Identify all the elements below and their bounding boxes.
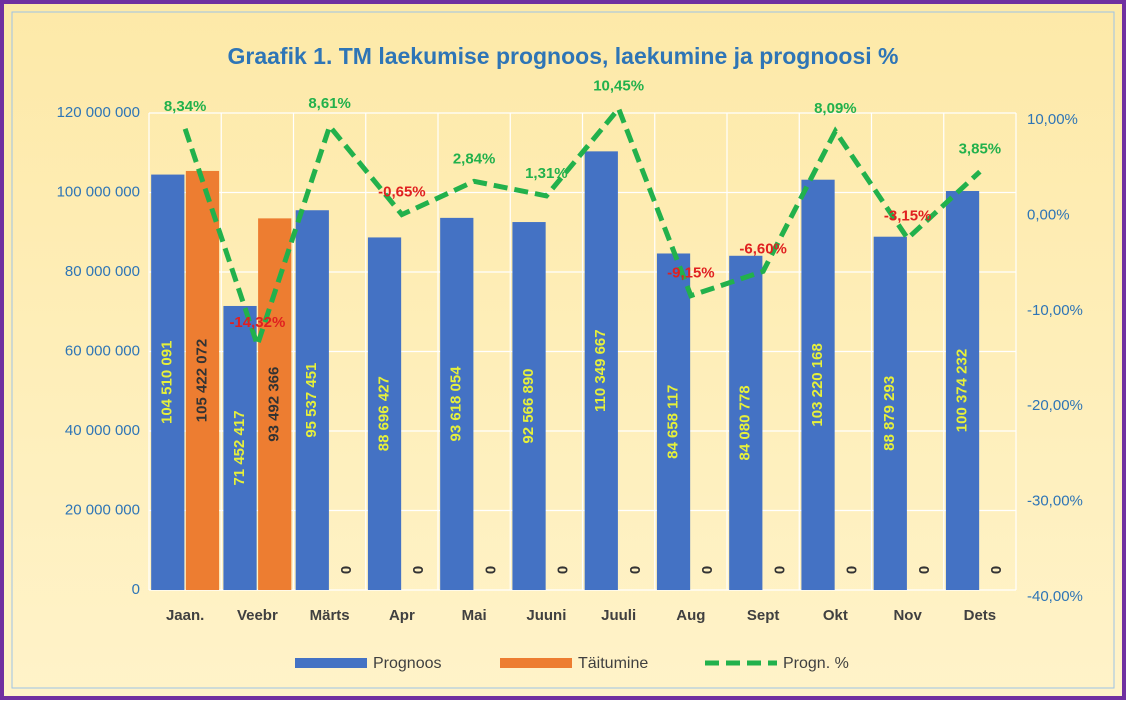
- bar: [729, 255, 763, 590]
- legend-swatch: [500, 658, 572, 668]
- bar: [584, 151, 618, 590]
- line-value-label: 8,61%: [308, 95, 351, 112]
- y-tick-label: 20 000 000: [65, 501, 140, 518]
- legend-label: Täitumine: [578, 655, 648, 672]
- bar-value-label: 105 422 072: [193, 339, 210, 422]
- line-value-label: 1,31%: [525, 165, 568, 182]
- y2-tick-label: -10,00%: [1027, 302, 1083, 319]
- y2-tick-label: -40,00%: [1027, 588, 1083, 605]
- x-tick-label: Jaan.: [166, 607, 204, 624]
- line-value-label: -6,60%: [739, 240, 787, 257]
- y-tick-label: 80 000 000: [65, 263, 140, 280]
- y-tick-label: 100 000 000: [57, 183, 140, 200]
- x-tick-label: Okt: [823, 607, 848, 624]
- bar: [801, 179, 835, 590]
- bar-value-label: 93 618 054: [448, 366, 465, 442]
- line-value-label: 2,84%: [453, 150, 496, 167]
- bar-value-label: 0: [771, 566, 788, 574]
- bar-value-label: 88 879 293: [881, 376, 898, 451]
- y-tick-label: 60 000 000: [65, 342, 140, 359]
- x-tick-label: Aug: [676, 607, 705, 624]
- bar-value-label: 95 537 451: [303, 363, 320, 438]
- legend-swatch: [295, 658, 367, 668]
- x-tick-label: Dets: [964, 607, 997, 624]
- bar: [873, 236, 907, 590]
- y-tick-label: 0: [132, 581, 140, 598]
- line-value-label: -0,65%: [378, 184, 426, 201]
- bar: [367, 237, 402, 590]
- legend-label: Prognoos: [373, 655, 442, 672]
- y2-tick-label: -20,00%: [1027, 397, 1083, 414]
- bar-value-label: 103 220 168: [809, 343, 826, 426]
- x-tick-label: Märts: [310, 607, 350, 624]
- bar-value-label: 0: [988, 566, 1005, 574]
- bar: [656, 253, 691, 590]
- bar: [258, 218, 292, 590]
- bar-value-label: 84 080 778: [737, 385, 754, 460]
- bar-value-label: 0: [916, 566, 933, 574]
- bar-value-label: 88 696 427: [376, 376, 393, 451]
- bar-value-label: 100 374 232: [954, 349, 971, 432]
- line-value-label: 3,85%: [959, 141, 1002, 158]
- x-tick-label: Juuli: [601, 607, 636, 624]
- line-value-label: 10,45%: [593, 78, 644, 95]
- line: [182, 103, 982, 353]
- bar: [295, 210, 329, 590]
- bar-value-label: 0: [482, 566, 499, 574]
- line-value-label: -3,15%: [884, 207, 932, 224]
- bar: [185, 170, 220, 590]
- line-value-label: 8,09%: [814, 100, 857, 117]
- bar-value-label: 0: [410, 566, 427, 574]
- x-tick-label: Apr: [389, 607, 415, 624]
- bar: [223, 305, 257, 590]
- line-value-label: -9,15%: [667, 265, 715, 282]
- bar: [440, 217, 474, 591]
- line-value-label: -14,32%: [229, 314, 285, 331]
- x-tick-label: Juuni: [526, 607, 566, 624]
- x-tick-label: Sept: [747, 607, 780, 624]
- x-tick-label: Mai: [462, 607, 487, 624]
- y-tick-label: 40 000 000: [65, 422, 140, 439]
- bar-value-label: 92 566 890: [520, 368, 537, 443]
- y2-tick-label: 10,00%: [1027, 111, 1078, 128]
- bar: [151, 174, 185, 590]
- x-tick-label: Veebr: [237, 607, 278, 624]
- y2-tick-label: 0,00%: [1027, 206, 1070, 223]
- frame: [11, 11, 1115, 689]
- bar: [512, 222, 546, 590]
- line-value-label: 8,34%: [164, 98, 207, 115]
- bar-value-label: 104 510 091: [159, 341, 176, 424]
- bar-value-label: 0: [627, 566, 644, 574]
- y-tick-label: 120 000 000: [57, 104, 140, 121]
- bar-value-label: 93 492 366: [266, 367, 283, 442]
- x-tick-label: Nov: [893, 607, 922, 624]
- bar-value-label: 0: [699, 566, 716, 574]
- y2-tick-label: -30,00%: [1027, 493, 1083, 510]
- bar-value-label: 0: [555, 566, 572, 574]
- chart-title: Graafik 1. TM laekumise prognoos, laekum…: [228, 43, 899, 69]
- bar-value-label: 84 658 117: [665, 385, 682, 459]
- bar-value-label: 0: [844, 566, 861, 574]
- bar: [945, 191, 980, 590]
- bar-value-label: 71 452 417: [231, 410, 248, 485]
- bar-value-label: 110 349 667: [592, 329, 609, 412]
- legend-label: Progn. %: [783, 655, 849, 672]
- bar-value-label: 0: [338, 566, 355, 574]
